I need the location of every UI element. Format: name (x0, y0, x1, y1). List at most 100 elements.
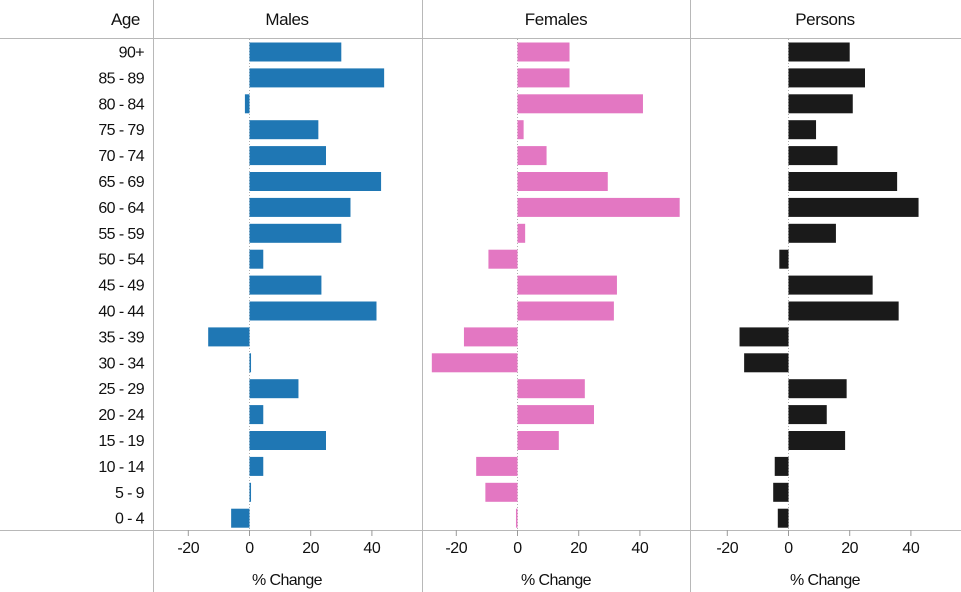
age-label-80-84: 80 - 84 (98, 96, 144, 113)
bar-persons-55-59 (788, 223, 836, 243)
bar-persons-0-4 (777, 508, 789, 528)
x-tick-label: 0 (784, 540, 793, 557)
bar-males-20-24 (249, 405, 264, 425)
bar-males-60-64 (249, 197, 351, 217)
age-label-75-79: 75 - 79 (98, 122, 144, 139)
bar-females-75-79 (517, 120, 524, 140)
bar-males-90 (249, 42, 342, 62)
panels: -20 0 20 40 -20 0 20 40 -20 0 20 40 (177, 39, 920, 557)
x-tick-label: 0 (513, 540, 522, 557)
panel-title-persons: Persons (795, 10, 855, 29)
panel-title-females: Females (525, 10, 587, 29)
bar-persons-25-29 (788, 379, 847, 399)
bar-females-15-19 (517, 431, 559, 450)
age-label-45-49: 45 - 49 (98, 278, 144, 295)
age-label-70-74: 70 - 74 (98, 148, 144, 165)
bar-males-15-19 (249, 431, 326, 450)
bar-females-50-54 (488, 249, 518, 269)
bar-males-30-34 (249, 353, 252, 373)
bar-persons-45-49 (788, 275, 873, 295)
x-tick-label: -20 (445, 540, 467, 557)
x-tick-label: 40 (363, 540, 380, 557)
bar-females-20-24 (517, 405, 594, 425)
x-tick-label: -20 (177, 540, 199, 557)
bar-females-0-4 (515, 508, 518, 528)
age-label-5-9: 5 - 9 (115, 485, 145, 502)
age-label-25-29: 25 - 29 (98, 381, 144, 398)
bar-males-70-74 (249, 146, 326, 166)
age-label-0-4: 0 - 4 (115, 511, 145, 528)
age-label-55-59: 55 - 59 (98, 226, 144, 243)
x-tick-label: -20 (716, 540, 738, 557)
age-label-60-64: 60 - 64 (98, 200, 144, 217)
bar-females-30-34 (431, 353, 518, 373)
bar-females-45-49 (517, 275, 617, 295)
bar-males-55-59 (249, 223, 342, 243)
x-axis-label-females: % Change (521, 572, 592, 589)
x-tick-label: 40 (631, 540, 648, 557)
bar-persons-90 (788, 42, 850, 62)
age-label-20-24: 20 - 24 (98, 407, 144, 424)
bar-females-55-59 (517, 223, 526, 243)
bar-females-65-69 (517, 172, 608, 191)
bar-persons-50-54 (779, 249, 789, 269)
bar-females-90 (517, 42, 570, 62)
bar-males-75-79 (249, 120, 319, 140)
bar-persons-70-74 (788, 146, 838, 166)
bar-females-60-64 (517, 197, 680, 217)
bar-persons-35-39 (739, 327, 789, 347)
x-tick-label: 20 (570, 540, 587, 557)
bar-females-80-84 (517, 94, 643, 114)
age-label-15-19: 15 - 19 (98, 433, 144, 450)
bar-persons-65-69 (788, 172, 898, 191)
bar-persons-85-89 (788, 68, 865, 88)
bar-persons-75-79 (788, 120, 817, 140)
age-label-90: 90+ (119, 45, 145, 62)
age-label-65-69: 65 - 69 (98, 174, 144, 191)
bar-males-80-84 (244, 94, 250, 114)
panel-persons: -20 0 20 40 (716, 39, 920, 557)
age-label-50-54: 50 - 54 (98, 252, 144, 269)
panel-males: -20 0 20 40 (177, 39, 385, 557)
bar-females-35-39 (463, 327, 518, 347)
x-tick-label: 40 (902, 540, 919, 557)
age-label-40-44: 40 - 44 (98, 304, 144, 321)
bar-persons-60-64 (788, 197, 919, 217)
bar-persons-10-14 (774, 456, 789, 476)
bar-persons-15-19 (788, 431, 846, 450)
bar-males-50-54 (249, 249, 264, 269)
age-column-header: Age (111, 10, 140, 29)
bar-persons-40-44 (788, 301, 899, 321)
x-tick-label: 0 (245, 540, 254, 557)
bar-persons-20-24 (788, 405, 827, 425)
x-tick-label: 20 (841, 540, 858, 557)
panel-title-males: Males (265, 10, 308, 29)
panel-females: -20 0 20 40 (431, 39, 680, 557)
bar-males-5-9 (249, 482, 252, 502)
x-axis-label-persons: % Change (790, 572, 861, 589)
bar-persons-5-9 (773, 482, 789, 502)
bar-males-40-44 (249, 301, 377, 321)
bar-males-0-4 (231, 508, 250, 528)
bar-females-85-89 (517, 68, 570, 88)
age-label-10-14: 10 - 14 (98, 459, 144, 476)
bar-males-10-14 (249, 456, 264, 476)
age-label-35-39: 35 - 39 (98, 329, 144, 346)
bar-females-70-74 (517, 146, 547, 166)
bar-males-25-29 (249, 379, 299, 399)
bar-persons-30-34 (744, 353, 789, 373)
bar-persons-80-84 (788, 94, 853, 114)
bar-females-40-44 (517, 301, 614, 321)
bar-males-45-49 (249, 275, 322, 295)
bar-females-10-14 (476, 456, 518, 476)
age-label-30-34: 30 - 34 (98, 355, 144, 372)
x-tick-label: 20 (302, 540, 319, 557)
age-label-85-89: 85 - 89 (98, 70, 144, 87)
bar-females-5-9 (485, 482, 518, 502)
bar-males-85-89 (249, 68, 385, 88)
bar-males-35-39 (208, 327, 250, 347)
x-axis-label-males: % Change (252, 572, 323, 589)
age-labels: 90+ 85 - 89 80 - 84 75 - 79 70 - 74 65 - 69 60… (98, 45, 145, 528)
